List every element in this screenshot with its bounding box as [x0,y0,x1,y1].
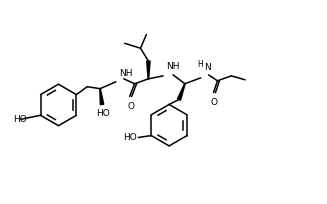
Text: NH: NH [119,69,132,78]
Text: HO: HO [124,133,137,142]
Text: H: H [197,60,202,69]
Text: O: O [127,102,134,111]
Polygon shape [177,84,185,100]
Polygon shape [100,89,104,105]
Text: N: N [205,63,211,72]
Text: HO: HO [13,115,27,124]
Text: NH: NH [166,62,180,71]
Text: O: O [211,98,218,106]
Text: HO: HO [96,109,110,118]
Polygon shape [147,61,150,79]
